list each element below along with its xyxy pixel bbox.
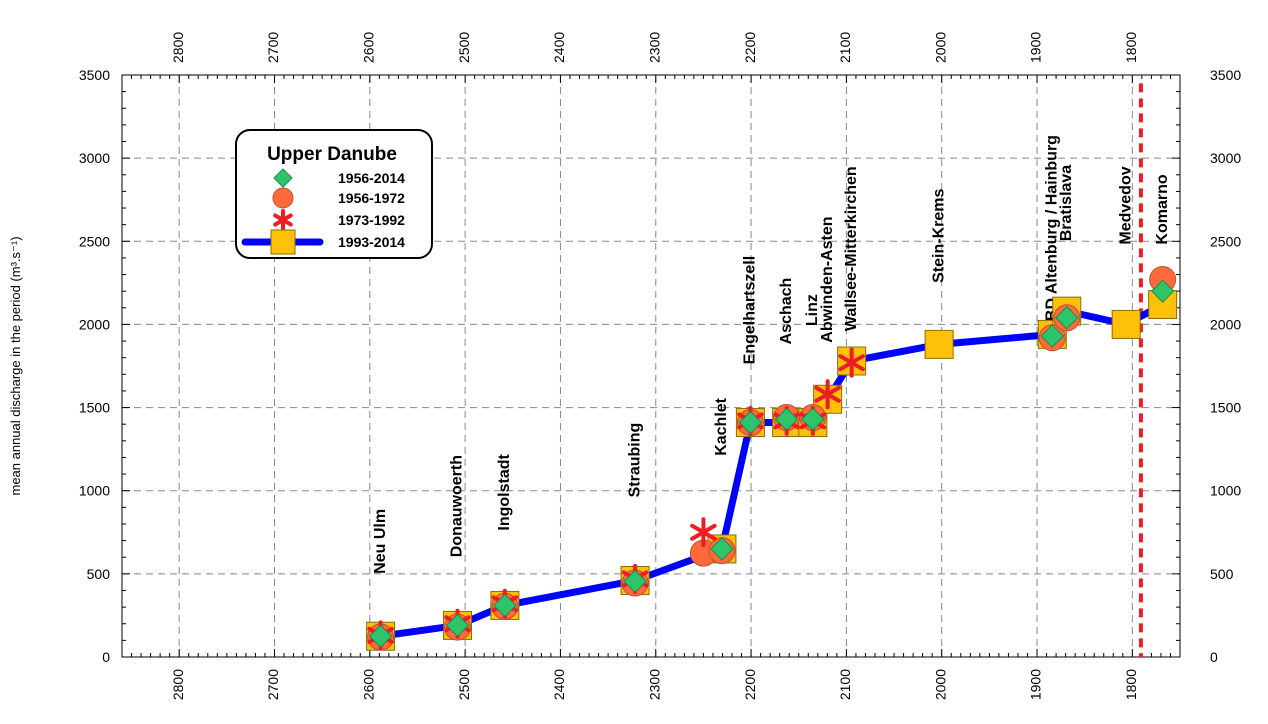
station-label: BD Altenburg / Hainburg [1043,135,1060,321]
station-label: Abwinden-Asten [819,217,836,343]
y-tick-label-left: 3000 [79,150,110,166]
marker-1956-2014 [1055,306,1079,330]
marker-1956-2014 [710,537,734,561]
station-label: Engelhartszell [742,256,759,364]
y-tick-label-right: 500 [1210,566,1234,582]
station-label: Komarno [1154,174,1171,244]
marker-1973-1992 [838,347,865,378]
legend-items: 1956-2014 1956-1972 1973-1992 1993-2014 [241,168,405,255]
y-tick-label-left: 3500 [79,67,110,83]
x-tick-label-top: 1900 [1028,32,1044,63]
x-tick-label-top: 1800 [1123,32,1139,63]
station-label: Medvedov [1117,166,1134,244]
legend-marker [273,209,293,231]
station-label: Straubing [626,423,643,498]
y-tick-label-right: 0 [1210,649,1218,665]
plot-frame [121,74,1181,658]
y-tick-label-right: 1500 [1210,400,1241,416]
station-labels: Neu Ulm Donauwoerth Ingolstadt Straubing Kac… [372,135,1171,574]
x-tick-label-top: 2400 [551,32,567,63]
x-tick-label-top: 2100 [837,32,853,63]
legend: Upper Danube 1956-2014 1956-1972 1973-1992… [235,129,433,259]
y-tick-label-left: 1500 [79,400,110,416]
x-tick-label-bottom: 2700 [265,669,281,700]
station-label: Donauwoerth [449,455,466,557]
y-axis-label: mean annual discharge in the period (m³.… [8,236,23,495]
x-tick-label-bottom: 2400 [551,669,567,700]
legend-marker [270,229,296,255]
station-label: Aschach [778,278,795,345]
y-tick-label-right: 3000 [1210,150,1241,166]
x-tick-label-bottom: 2800 [170,669,186,700]
station-label: Bratislava [1058,165,1075,242]
x-tick-label-bottom: 2200 [742,669,758,700]
station-label: Ingolstadt [496,454,513,531]
y-tick-label-left: 0 [102,649,110,665]
legend-title: Upper Danube [267,144,397,165]
x-tick-label-top: 2800 [170,32,186,63]
x-tick-label-bottom: 2100 [837,669,853,700]
x-tick-label-bottom: 2600 [361,669,377,700]
y-tick-label-right: 2000 [1210,316,1241,332]
marker-1993-2014 [1111,309,1141,339]
y-tick-label-right: 3500 [1210,67,1241,83]
marker-1956-2014 [738,410,763,435]
station-label: Linz [804,294,821,326]
legend-marker [273,168,293,188]
marker-1956-2014 [623,569,647,594]
station-label: Kachlet [713,397,730,455]
y-tick-label-left: 1000 [79,483,110,499]
x-tick-label-top: 2600 [361,32,377,63]
axes: 2800 2800 2700 2700 2600 2600 2500 2500 2400 2400… [79,32,1242,701]
marker-1956-2014 [493,593,517,618]
x-tick-label-top: 2000 [932,32,948,63]
y-tick-label-right: 2500 [1210,233,1241,249]
marker-1956-2014 [368,624,393,648]
x-tick-label-bottom: 2300 [646,669,662,700]
legend-label: 1973-1992 [338,212,405,228]
legend-label: 1993-2014 [338,234,405,250]
y-tick-label-right: 1000 [1210,483,1241,499]
station-label: Neu Ulm [372,509,389,574]
marker-1993-2014 [924,329,954,359]
x-tick-label-bottom: 1900 [1028,669,1044,700]
x-tick-label-top: 2500 [456,32,472,63]
marker-1973-1992 [814,379,841,410]
legend-label: 1956-1972 [338,190,405,206]
marker-1956-2014 [445,613,470,638]
x-tick-label-top: 2700 [265,32,281,63]
marker-1956-2014 [1150,279,1175,303]
x-tick-label-bottom: 2000 [932,669,948,700]
x-tick-label-bottom: 2500 [456,669,472,700]
marker-1956-2014 [774,407,799,431]
x-tick-label-top: 2300 [646,32,662,63]
station-label: Wallsee-Mitterkirchen [843,166,860,331]
legend-marker [272,187,294,209]
y-tick-label-left: 500 [87,566,111,582]
station-label: Stein-Krems [930,189,947,283]
x-tick-label-bottom: 1800 [1123,669,1139,700]
data-markers [366,266,1178,651]
marker-1973-1992 [690,517,717,548]
legend-label: 1956-2014 [338,170,405,186]
y-tick-label-left: 2500 [79,233,110,249]
marker-1956-2014 [1040,324,1064,348]
marker-1956-2014 [801,407,825,431]
x-tick-label-top: 2200 [742,32,758,63]
y-tick-label-left: 2000 [79,316,110,332]
